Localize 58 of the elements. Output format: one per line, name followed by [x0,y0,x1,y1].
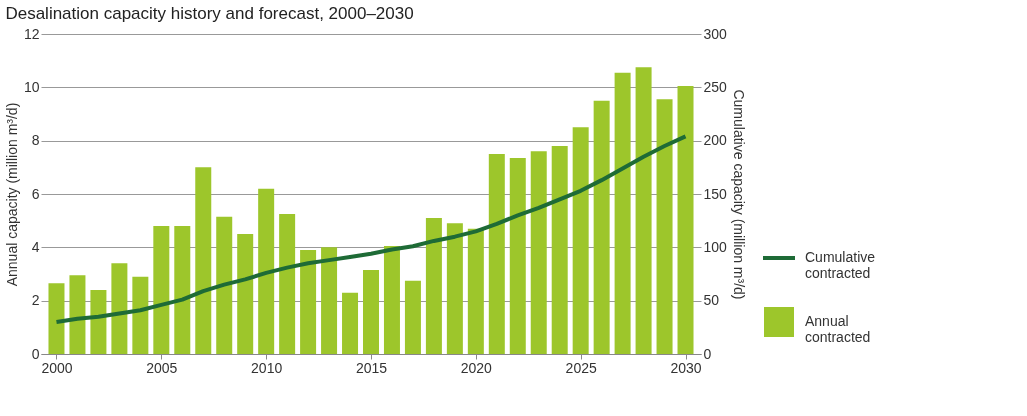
bar [363,270,379,354]
legend-label: Annual contracted [805,313,871,345]
bar [132,276,149,354]
y2-tick-label: 300 [703,25,728,42]
y-tick-label: 12 [23,25,40,42]
bar [656,99,673,354]
bar [237,234,254,354]
bar [446,223,463,354]
bar [593,100,610,354]
x-tick-label: 2025 [565,359,597,376]
bar [321,247,338,354]
legend-label: Cumulative contracted [805,249,876,281]
x-tick-label: 2020 [460,359,493,376]
x-tick-label: 2005 [146,359,178,376]
bar [509,158,526,354]
bar [153,226,170,354]
y-axis-title: Annual capacity (million m³/d) [3,102,20,287]
y-tick-label: 2 [31,292,40,309]
bar [572,127,589,354]
bar [216,216,233,354]
x-tick-label: 2000 [41,359,73,376]
bar [404,280,421,354]
y2-tick-label: 100 [703,238,728,255]
bar [614,72,631,354]
bar [48,283,65,354]
line-series [54,134,688,324]
x-tick-label: 2015 [355,359,388,376]
bar [425,218,442,354]
bar [551,146,568,354]
bar [342,292,359,354]
bar [174,226,191,354]
y2-tick-label: 50 [703,292,720,309]
bar [467,228,484,354]
x-tick-label: 2030 [670,359,702,376]
bar [300,250,317,354]
bar [530,151,547,354]
bar [677,86,694,354]
y-tick-label: 6 [31,185,40,202]
chart-title: Desalination capacity history and forecast, 2000–2030 [5,4,414,23]
y-tick-label: 10 [23,78,40,95]
bar [635,67,652,354]
y-tick-label: 4 [31,238,40,255]
bar [258,188,275,354]
y2-tick-label: 200 [703,132,728,149]
y2-tick-label: 150 [703,185,728,202]
bar [279,214,296,354]
y2-tick-label: 250 [703,78,728,95]
bar [383,246,400,354]
y2-tick-label: 0 [703,345,712,362]
bar [195,167,212,354]
bar [69,275,86,354]
y2-axis-title: Cumulative capacity (million m³/d) [730,89,747,300]
y-tick-label: 0 [31,345,40,362]
x-tick-label: 2010 [251,359,283,376]
bar [111,263,128,354]
y-tick-label: 8 [31,132,40,149]
bar [488,154,505,354]
bar [90,290,107,354]
